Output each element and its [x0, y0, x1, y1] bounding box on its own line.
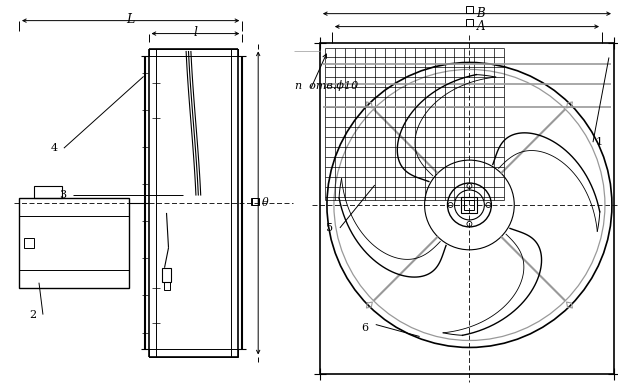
Bar — [464, 200, 474, 210]
Text: 6: 6 — [361, 322, 368, 333]
Bar — [19, 198, 129, 288]
Bar — [24, 238, 34, 248]
Bar — [320, 42, 614, 374]
Bar — [149, 49, 238, 56]
Text: A: A — [477, 20, 485, 33]
Bar — [252, 198, 259, 205]
Bar — [163, 282, 170, 290]
Text: l: l — [193, 26, 197, 39]
Bar — [149, 349, 238, 357]
Text: 5: 5 — [326, 223, 334, 233]
Text: θ: θ — [262, 198, 269, 208]
Bar — [251, 198, 258, 205]
Bar — [34, 186, 62, 198]
Bar — [467, 19, 474, 26]
Text: B: B — [477, 7, 485, 20]
Text: 1: 1 — [595, 137, 602, 147]
Text: L: L — [126, 13, 135, 26]
Text: 4: 4 — [50, 143, 58, 153]
Text: n  отв.ϕ10: n отв.ϕ10 — [295, 80, 358, 91]
Bar — [467, 6, 474, 13]
Bar — [162, 268, 171, 282]
Text: 3: 3 — [59, 190, 66, 200]
Text: 2: 2 — [30, 310, 37, 320]
Bar — [461, 197, 477, 213]
